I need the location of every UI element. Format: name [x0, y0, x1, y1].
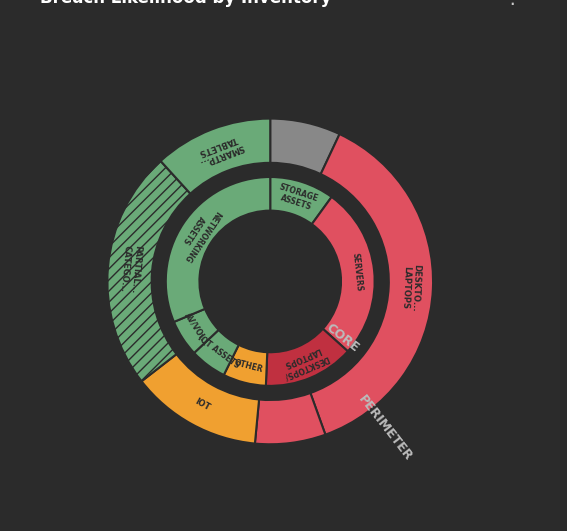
Wedge shape	[255, 393, 325, 444]
Text: PARTIAL...
CATEGO...: PARTIAL... CATEGO...	[119, 244, 142, 294]
Wedge shape	[174, 309, 219, 353]
Wedge shape	[270, 118, 340, 174]
Wedge shape	[194, 330, 239, 375]
Wedge shape	[142, 354, 259, 443]
Text: IOT: IOT	[193, 397, 211, 413]
Wedge shape	[312, 197, 375, 352]
Text: OTHER: OTHER	[233, 358, 264, 374]
Text: DESKTOPS/
LAPTOPS: DESKTOPS/ LAPTOPS	[278, 344, 331, 381]
Text: SERVERS: SERVERS	[351, 252, 364, 292]
Wedge shape	[270, 177, 332, 224]
Wedge shape	[107, 161, 191, 381]
Wedge shape	[266, 329, 348, 386]
Text: IOT ASSETS: IOT ASSETS	[196, 333, 240, 370]
Text: SMARTP...
TABLETS: SMARTP... TABLETS	[194, 133, 245, 168]
Wedge shape	[160, 118, 270, 194]
Text: NETWORKING
ASSETS: NETWORKING ASSETS	[173, 203, 222, 263]
Text: STORAGE
ASSETS: STORAGE ASSETS	[275, 183, 320, 213]
Text: CORE: CORE	[324, 321, 362, 355]
Text: PERIMETER: PERIMETER	[355, 392, 414, 463]
Text: Breach Likelihood by Inventory: Breach Likelihood by Inventory	[40, 0, 332, 7]
Text: DESKTО...
LAPTOPS: DESKTО... LAPTOPS	[400, 264, 422, 312]
Wedge shape	[166, 177, 270, 322]
Text: AV/VOI...: AV/VOI...	[183, 311, 211, 347]
Wedge shape	[310, 134, 433, 435]
Wedge shape	[224, 345, 267, 386]
Text: ⋮: ⋮	[502, 0, 522, 7]
